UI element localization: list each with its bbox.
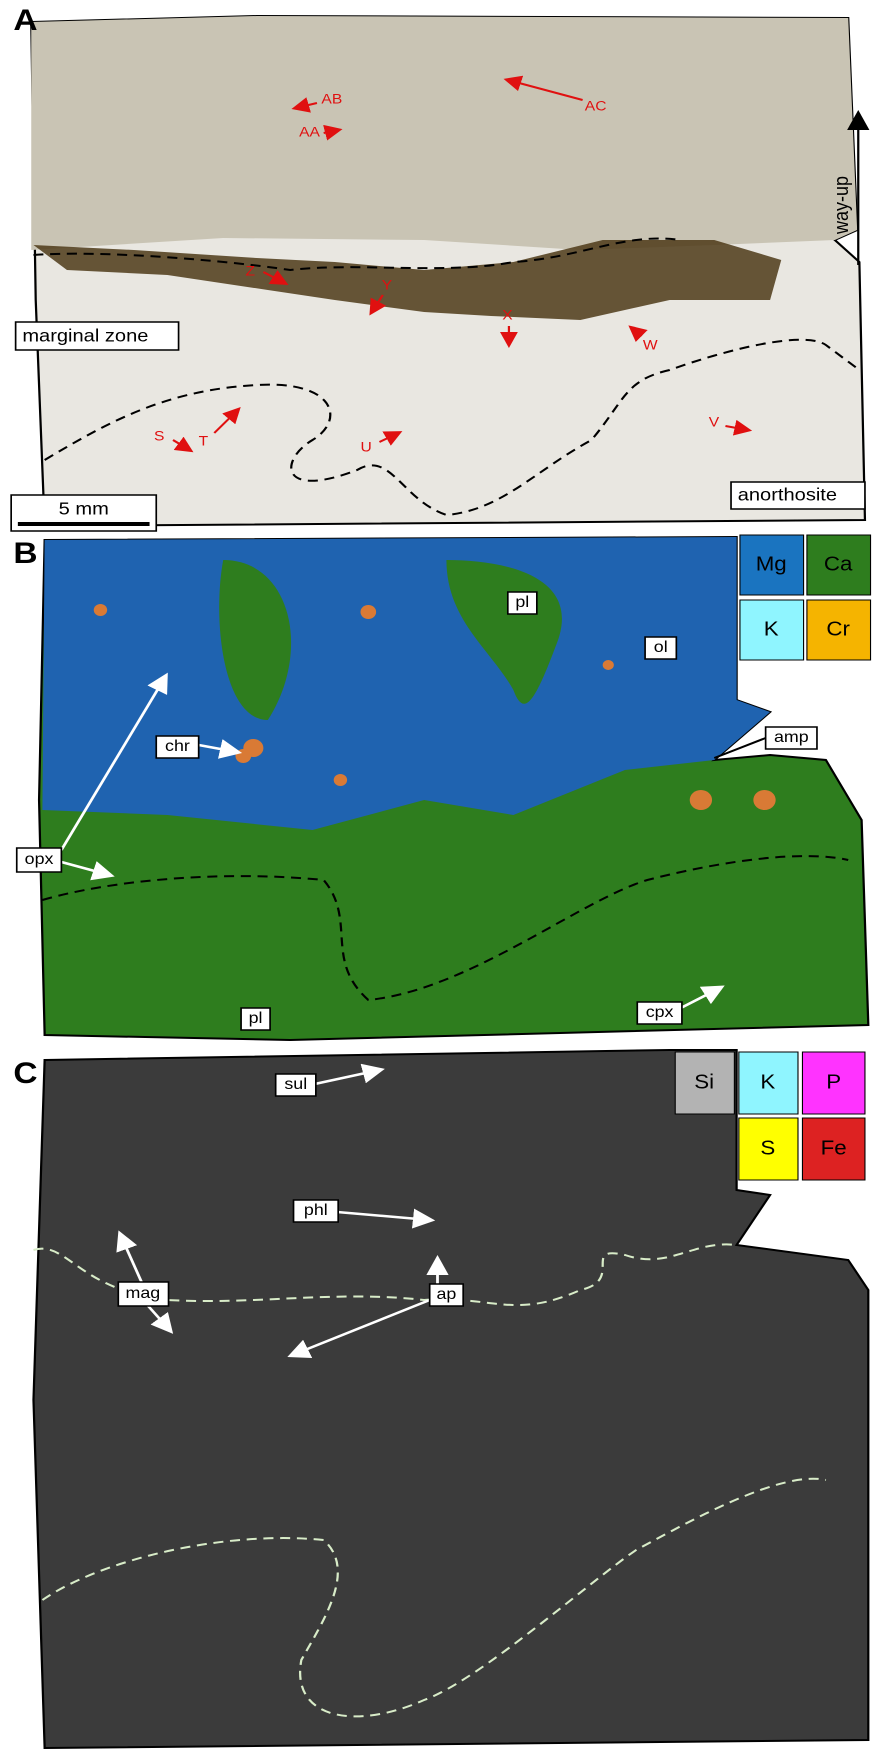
annotation: mag (126, 1284, 161, 1302)
annotation: opx (25, 850, 54, 868)
panel-b: B Mg Ca K Cr pl ol amp chr opx pl cpx (13, 535, 870, 1040)
legend-label: Cr (826, 618, 850, 640)
scale-label: 5 mm (59, 500, 109, 520)
legend-label: Ca (824, 553, 853, 575)
legend-label: Mg (756, 553, 787, 575)
direction-label: way-up (831, 176, 853, 235)
legend-label: Fe (821, 1137, 847, 1159)
panel-label: C (13, 1056, 37, 1090)
annotation: chr (165, 737, 190, 755)
annotation: U (360, 440, 371, 455)
legend-label: P (826, 1071, 841, 1093)
annotation: AC (585, 99, 607, 114)
annotation: X (502, 308, 513, 323)
annotation: pl (515, 593, 529, 611)
panel-a: A AB AA AC Z Y X W V S T U marginal zone… (11, 3, 865, 531)
annotation: amp (774, 728, 809, 746)
annotation: ol (654, 638, 668, 656)
panel-label: A (13, 3, 37, 37)
olivine-zone (31, 16, 857, 250)
annotation: T (199, 434, 209, 449)
legend-label: Si (694, 1071, 714, 1093)
annotation: AB (321, 92, 342, 107)
annotation: pl (249, 1009, 263, 1027)
panel-c: C Si K P S Fe sul phl mag ap (13, 1050, 868, 1748)
annotation: sul (284, 1075, 307, 1093)
legend: Mg Ca K Cr (740, 535, 871, 660)
legend-label: K (764, 618, 779, 640)
legend-label: K (760, 1071, 775, 1093)
annotation: AA (299, 125, 320, 140)
annotation: S (154, 429, 165, 444)
annotation: Z (246, 264, 256, 279)
annotation: phl (304, 1201, 328, 1219)
annotation: W (643, 338, 658, 353)
zone-label: anorthosite (738, 486, 837, 506)
annotation: Y (382, 278, 393, 293)
annotation: V (709, 415, 720, 430)
legend-label: S (760, 1137, 775, 1159)
annotation: cpx (646, 1003, 674, 1021)
annotation: ap (437, 1285, 457, 1303)
figure: A AB AA AC Z Y X W V S T U marginal zone… (0, 0, 875, 1757)
panel-label: B (13, 536, 37, 570)
page: {"panels":[ {"label":"A","annotations":[… (0, 0, 875, 1757)
zone-label: marginal zone (22, 327, 148, 347)
